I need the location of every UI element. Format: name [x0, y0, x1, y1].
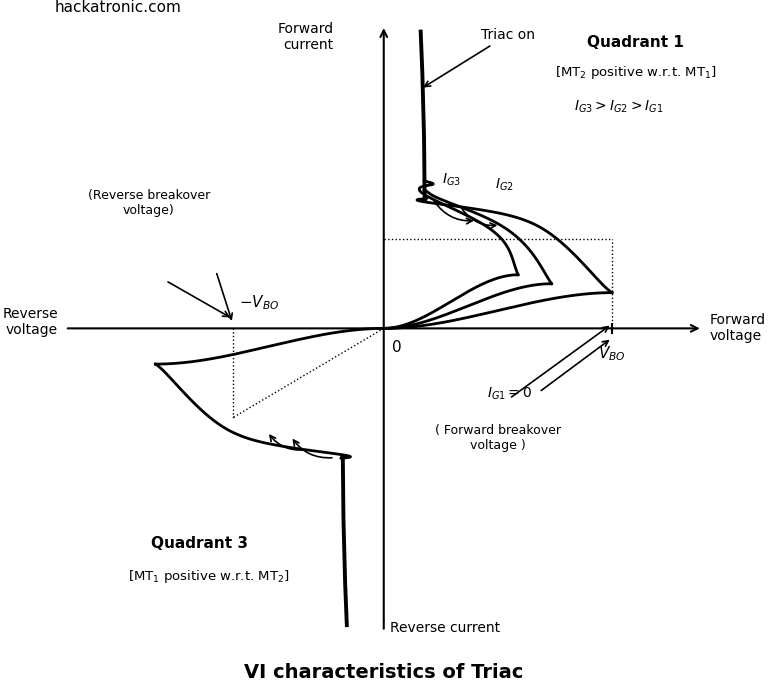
- Text: [MT$_1$ positive w.r.t. MT$_2$]: [MT$_1$ positive w.r.t. MT$_2$]: [128, 568, 290, 585]
- Text: Quadrant 3: Quadrant 3: [151, 536, 247, 551]
- Text: $-V_{BO}$: $-V_{BO}$: [240, 294, 280, 313]
- Text: Quadrant 1: Quadrant 1: [587, 35, 684, 50]
- Text: VI characteristics of Triac: VI characteristics of Triac: [244, 663, 524, 681]
- Text: $I_{G2}$: $I_{G2}$: [495, 176, 514, 193]
- Text: (Reverse breakover
voltage): (Reverse breakover voltage): [88, 189, 210, 217]
- Text: [MT$_2$ positive w.r.t. MT$_1$]: [MT$_2$ positive w.r.t. MT$_1$]: [554, 63, 717, 80]
- Text: $I_{G3}$: $I_{G3}$: [442, 171, 462, 187]
- Text: $I_{G1} = 0$: $I_{G1} = 0$: [487, 386, 531, 402]
- Text: 0: 0: [392, 340, 402, 355]
- Text: ( Forward breakover
voltage ): ( Forward breakover voltage ): [435, 424, 561, 452]
- Text: Forward
voltage: Forward voltage: [710, 313, 766, 343]
- Text: $V_{BO}$: $V_{BO}$: [598, 345, 626, 363]
- Text: Forward
current: Forward current: [277, 22, 333, 52]
- Text: Reverse
voltage: Reverse voltage: [2, 307, 58, 337]
- Text: hackatronic.com: hackatronic.com: [55, 0, 182, 15]
- Text: Triac on: Triac on: [425, 28, 535, 86]
- Text: Reverse current: Reverse current: [390, 621, 501, 635]
- Text: $I_{G3} > I_{G2} > I_{G1}$: $I_{G3} > I_{G2} > I_{G1}$: [574, 99, 664, 115]
